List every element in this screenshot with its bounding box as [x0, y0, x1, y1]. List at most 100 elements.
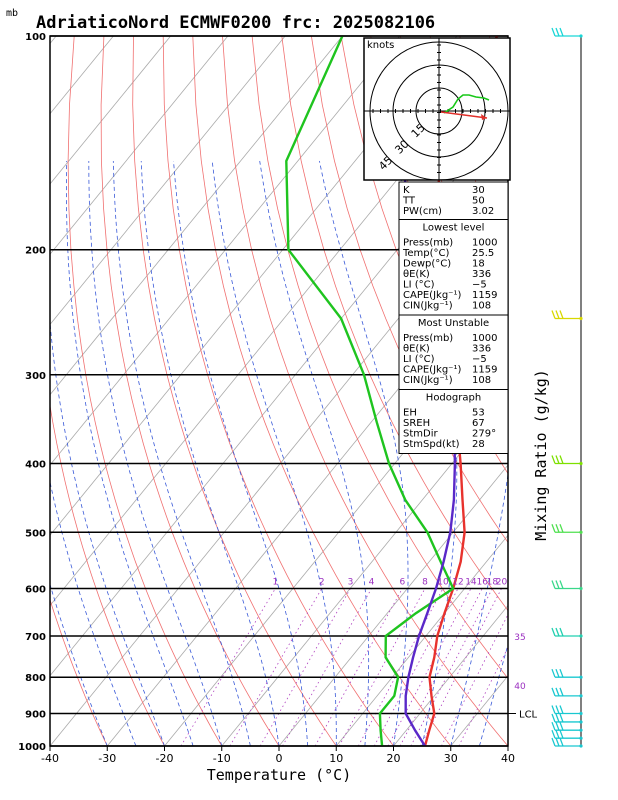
index-name: Press(mb): [403, 333, 453, 344]
pressure-tick-label: 600: [25, 584, 46, 595]
dry-adiabat: [549, 36, 618, 746]
wind-barb-flag: [551, 668, 556, 678]
x-tick-label: 20: [387, 752, 401, 765]
wind-barb-flag: [551, 524, 556, 533]
mixing-ratio-label: 16: [477, 577, 489, 587]
moist-adiabat: [88, 160, 223, 746]
dry-adiabat: [50, 403, 165, 746]
mixing-ratio-line: [282, 588, 372, 746]
isotherm: [50, 36, 171, 185]
dry-adiabat: [162, 36, 394, 746]
wind-barb-flag: [559, 580, 564, 589]
wind-barb-flag: [555, 687, 560, 697]
wind-barb-dot: [579, 634, 583, 638]
index-value: 50: [472, 196, 485, 207]
wind-barb-flag: [555, 668, 560, 678]
mixing-ratio-line: [458, 646, 508, 746]
index-name: PW(cm): [403, 206, 442, 217]
index-name: K: [403, 185, 410, 196]
indices-box: [398, 219, 509, 316]
wind-barb-flag: [551, 729, 556, 739]
mixing-ratio-axis-label: Mixing Ratio (g/kg): [532, 369, 550, 541]
mixing-ratio-line: [180, 588, 276, 746]
isotherm: [221, 394, 508, 746]
mixing-ratio-label: 12: [452, 577, 463, 587]
dry-adiabat: [222, 36, 508, 746]
wind-barb-flag: [559, 705, 564, 714]
moist-adiabat: [50, 480, 137, 746]
moist-adiabat: [140, 160, 280, 746]
wind-barb-dot: [579, 694, 583, 698]
mixing-ratio-label: 8: [422, 577, 428, 587]
isotherm: [50, 36, 229, 255]
dry-adiabat: [50, 598, 108, 746]
index-value: 67: [472, 418, 485, 429]
dry-adiabat: [192, 36, 452, 746]
x-tick-label: 10: [329, 752, 343, 765]
mixing-ratio-label: 20: [496, 577, 508, 587]
profile-line: [285, 36, 455, 746]
index-name: CIN(Jkg⁻¹): [403, 375, 453, 386]
mixing-ratio-label: 2: [319, 577, 325, 587]
wind-barb-flag: [555, 705, 560, 714]
moist-adiabat: [50, 318, 165, 746]
wind-barb-flag: [555, 524, 560, 533]
index-value: 1159: [472, 290, 497, 301]
pressure-tick-label: 500: [25, 528, 46, 539]
mixing-ratio-label: 4: [369, 577, 375, 587]
wind-barb-dot: [579, 586, 583, 591]
index-name: CIN(Jkg⁻¹): [403, 301, 453, 312]
wind-barb-flag: [555, 713, 560, 723]
wind-barb-flag: [559, 668, 564, 678]
mixing-ratio-line: [410, 588, 493, 746]
mixing-ratio-label: 10: [437, 577, 449, 587]
wind-barb-flag: [555, 27, 560, 37]
wind-barb-dot: [579, 675, 583, 679]
wind-barb-flag: [551, 580, 556, 589]
wind-barb-flag: [555, 455, 560, 464]
index-name: CAPE(Jkg⁻¹): [403, 365, 461, 376]
wind-barb-flag: [551, 705, 556, 714]
storm-motion-arrowhead: [481, 114, 487, 120]
pressure-tick-label: 800: [25, 673, 46, 684]
mixing-ratio-label: 3: [348, 577, 354, 587]
x-tick-label: -40: [41, 752, 59, 765]
index-value: 336: [472, 269, 491, 280]
wind-barb-dot: [579, 530, 583, 534]
x-axis-label: Temperature (°C): [207, 766, 352, 784]
x-tick-label: 30: [444, 752, 458, 765]
index-name: Dewp(°C): [403, 259, 451, 270]
wind-barb-flag: [559, 721, 564, 731]
wind-barb-flag: [555, 310, 560, 319]
moist-adiabat: [173, 160, 308, 746]
wind-barb-flag: [555, 627, 560, 637]
dry-adiabat: [100, 36, 280, 746]
dry-adiabat: [67, 36, 223, 746]
index-name: StmDir: [403, 429, 438, 440]
index-name: LI (°C): [403, 280, 435, 291]
wind-barb-flag: [551, 455, 556, 464]
pressure-tick-label: 700: [25, 632, 46, 643]
wind-barb-flag: [555, 580, 560, 589]
hodograph-trace: [443, 94, 490, 114]
mixing-ratio-line: [314, 588, 403, 746]
indices-box-header: Most Unstable: [418, 318, 489, 329]
indices-box: [398, 389, 509, 454]
pressure-tick-label: 400: [25, 459, 46, 470]
mixing-ratio-label: 1: [273, 577, 279, 587]
indices-panel: K 30 TT 50 PW(cm) 3.02 Lowest level Press(mb) 10…: [398, 181, 509, 454]
x-tick-label: -20: [156, 752, 174, 765]
wind-barb-flag: [551, 27, 556, 37]
dry-adiabat: [132, 36, 337, 746]
isotherm: [50, 36, 114, 115]
mixing-ratio-label: 6: [399, 577, 405, 587]
wind-barb-dot: [579, 728, 583, 732]
lcl-label: LCL: [519, 710, 538, 721]
mixing-ratio-label: 40: [514, 682, 526, 692]
index-value: 53: [472, 408, 485, 419]
wind-barb-dot: [579, 744, 583, 748]
wind-barb-flag: [555, 721, 560, 731]
dry-adiabat: [608, 36, 618, 746]
isotherm: [335, 534, 508, 746]
wind-barb-dot: [579, 711, 583, 716]
